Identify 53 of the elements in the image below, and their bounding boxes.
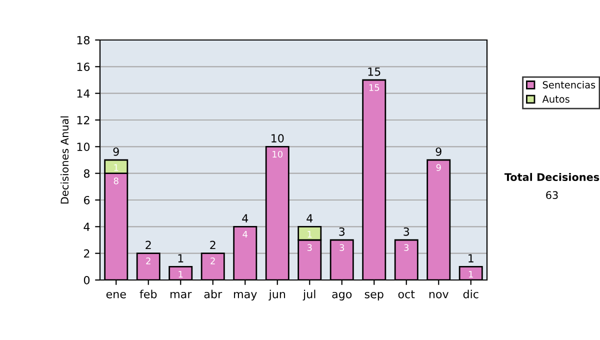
data-label: 3 bbox=[307, 244, 312, 251]
y-tick-label: 18 bbox=[77, 36, 90, 44]
total-label: 2 bbox=[210, 240, 216, 250]
x-tick-label: abr bbox=[204, 290, 222, 298]
y-tick-label: 4 bbox=[84, 222, 90, 231]
x-tick-label: may bbox=[234, 292, 257, 300]
x-tick-label: oct bbox=[398, 290, 415, 298]
text: Total Decisiones bbox=[504, 172, 600, 182]
x-tick-label: nov bbox=[429, 292, 448, 298]
total-label: 15 bbox=[368, 68, 380, 76]
total-label: 9 bbox=[113, 147, 119, 156]
data-label: 10 bbox=[272, 150, 283, 158]
legend-label: Sentencias bbox=[542, 80, 596, 88]
data-label: 15 bbox=[369, 84, 380, 91]
data-label: 8 bbox=[114, 177, 118, 184]
x-tick-label: ene bbox=[106, 292, 126, 298]
total-label: 10 bbox=[272, 134, 284, 143]
y-tick-label: 12 bbox=[77, 116, 90, 124]
x-tick-label: dic bbox=[463, 290, 478, 298]
total-label: 3 bbox=[404, 227, 410, 236]
total-label: 1 bbox=[178, 254, 184, 262]
data-label: 1 bbox=[468, 270, 473, 278]
total-label: 4 bbox=[242, 214, 248, 222]
data-label: 2 bbox=[146, 257, 150, 264]
data-label: 1 bbox=[178, 270, 183, 278]
legend-label: Autos bbox=[542, 96, 570, 103]
data-label: 1 bbox=[114, 164, 118, 171]
y-tick-label: 0 bbox=[84, 276, 90, 284]
x-tick-label: ago bbox=[332, 292, 352, 300]
total-label: 9 bbox=[436, 147, 442, 156]
x-tick-label: jul bbox=[302, 290, 316, 300]
y-tick-label: 2 bbox=[84, 249, 90, 258]
data-label: 3 bbox=[404, 244, 409, 251]
total-label: 2 bbox=[146, 240, 151, 250]
data-label: 4 bbox=[242, 230, 248, 238]
x-tick-label: jun bbox=[268, 290, 286, 300]
total-label: 3 bbox=[339, 227, 345, 236]
text: 63 bbox=[546, 191, 558, 200]
y-tick-label: 8 bbox=[84, 169, 90, 178]
y-tick-label: 6 bbox=[84, 196, 90, 204]
x-tick-label: sep bbox=[364, 292, 384, 300]
y-tick-label: 10 bbox=[77, 142, 90, 152]
data-label: 1 bbox=[308, 230, 312, 238]
total-label: 1 bbox=[468, 254, 474, 262]
x-tick-label: feb bbox=[140, 290, 157, 298]
data-label: 3 bbox=[340, 244, 344, 251]
y-tick-label: 14 bbox=[77, 89, 90, 98]
y-axis-title: Decisiones Anual bbox=[60, 116, 69, 204]
y-tick-label: 16 bbox=[77, 62, 90, 72]
total-label: 4 bbox=[306, 214, 313, 222]
data-label: 2 bbox=[210, 257, 215, 264]
x-tick-label: mar bbox=[170, 292, 192, 298]
data-label: 9 bbox=[436, 164, 441, 171]
